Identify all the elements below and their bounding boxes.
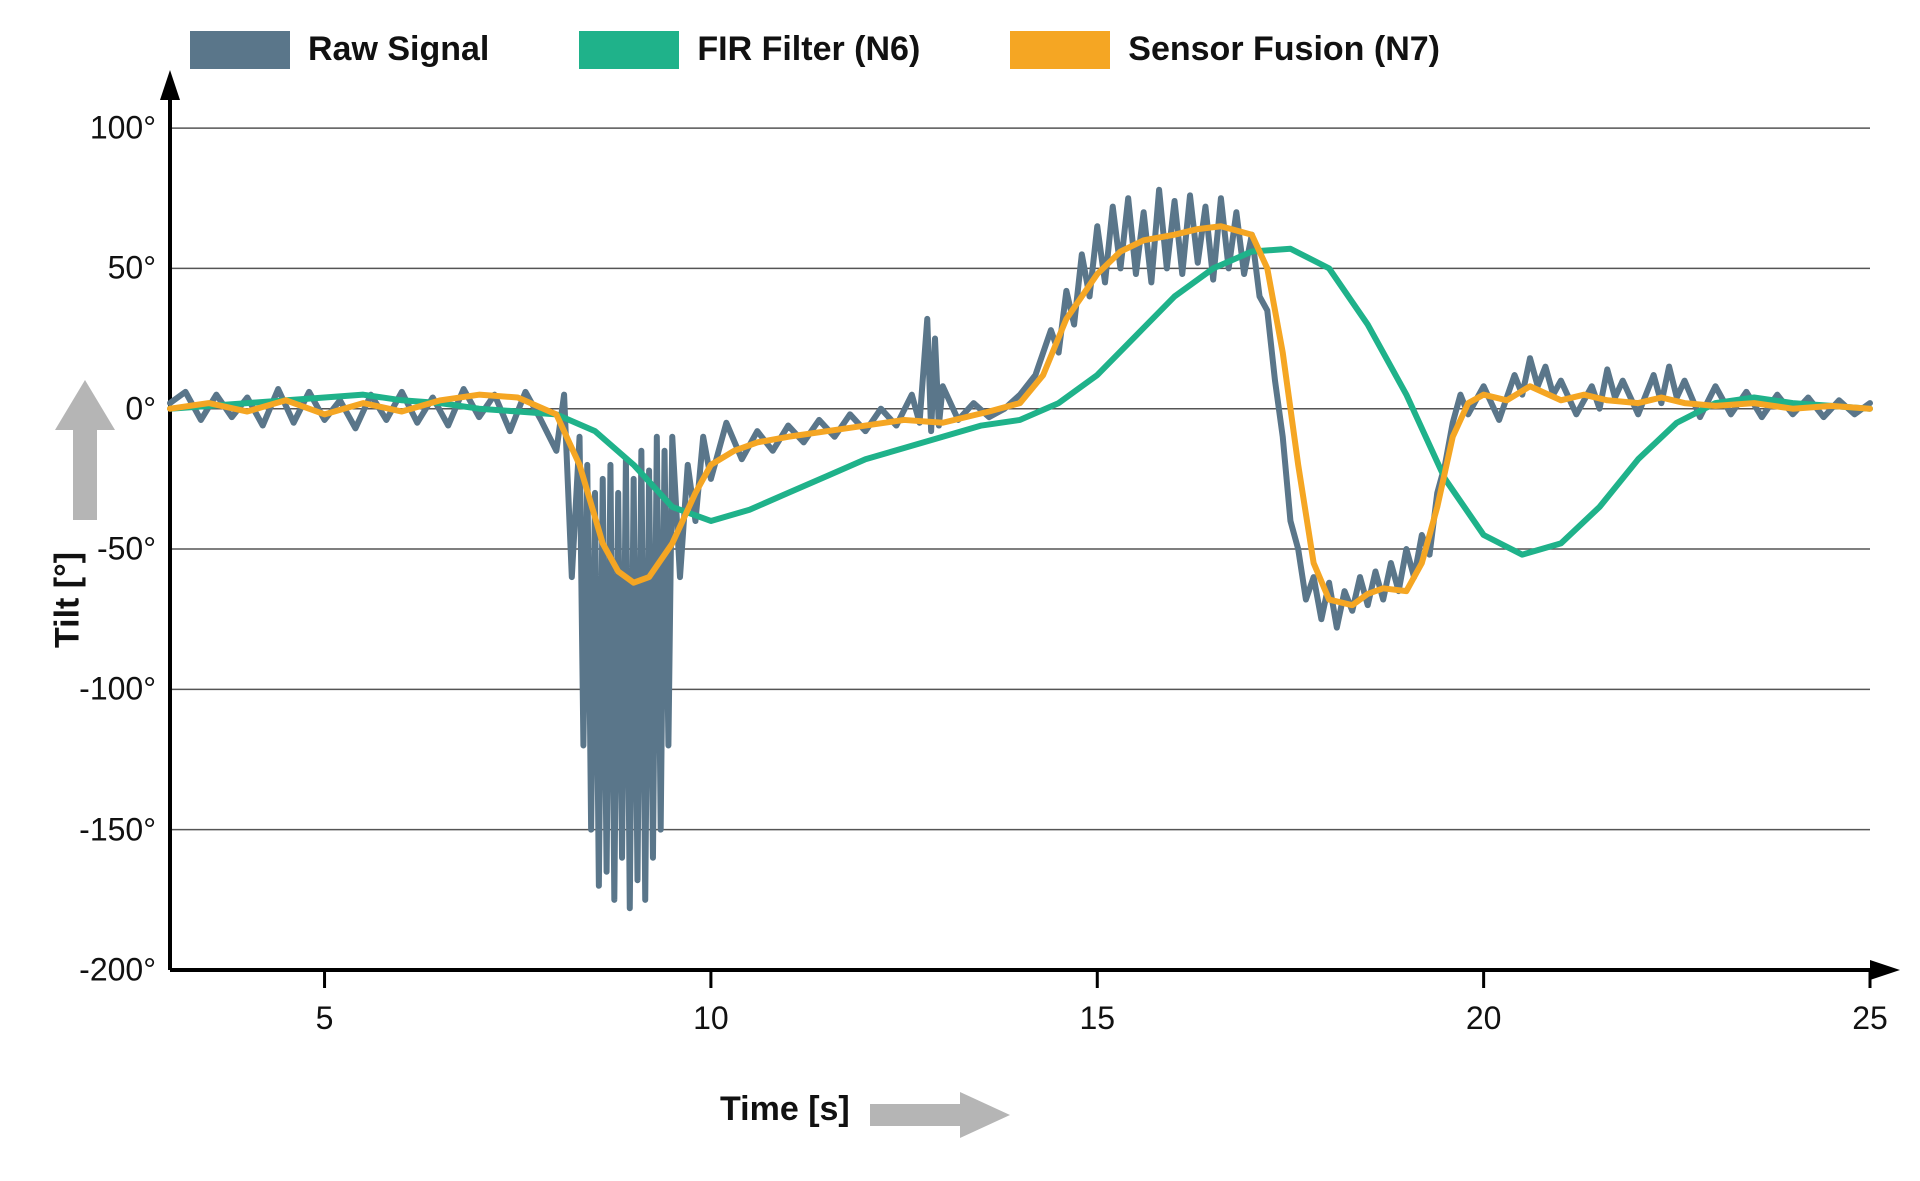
y-tick: 100° bbox=[90, 110, 156, 147]
x-tick: 10 bbox=[693, 1000, 729, 1037]
x-tick: 25 bbox=[1852, 1000, 1888, 1037]
x-tick: 5 bbox=[316, 1000, 334, 1037]
x-tick: 15 bbox=[1079, 1000, 1115, 1037]
x-tick: 20 bbox=[1466, 1000, 1502, 1037]
y-tick: -100° bbox=[79, 671, 156, 708]
chart-container: { "chart": { "type": "line", "background… bbox=[0, 0, 1920, 1181]
chart-svg bbox=[0, 0, 1920, 1181]
y-tick: 50° bbox=[108, 250, 156, 287]
y-tick: -150° bbox=[79, 811, 156, 848]
y-tick: -200° bbox=[79, 952, 156, 989]
y-tick: 0° bbox=[125, 390, 156, 427]
y-tick: -50° bbox=[97, 531, 156, 568]
